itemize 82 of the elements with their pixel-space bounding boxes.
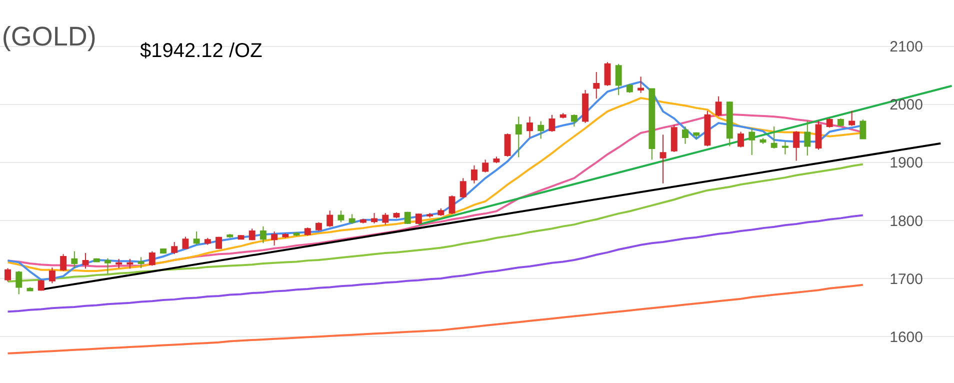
candlestick xyxy=(38,279,44,292)
candlestick xyxy=(815,120,822,150)
candlestick xyxy=(4,268,11,282)
candlestick xyxy=(793,130,800,162)
candlestick xyxy=(460,178,466,198)
y-tick-label: 2000 xyxy=(890,96,923,114)
candlestick xyxy=(604,62,611,86)
candlestick xyxy=(515,116,522,158)
candlestick xyxy=(748,128,756,156)
candlestick xyxy=(426,212,434,218)
candlestick xyxy=(182,236,189,250)
annotation: $1942.12 /OZ xyxy=(140,40,262,62)
candlestick xyxy=(471,164,478,184)
y-tick-label: 1700 xyxy=(890,270,923,288)
candlestick xyxy=(626,84,633,94)
candlestick xyxy=(493,156,500,164)
y-tick-label: 1800 xyxy=(890,212,923,230)
candlestick xyxy=(160,248,166,254)
candlestick xyxy=(382,212,389,226)
candlestick xyxy=(248,228,256,241)
candlestick xyxy=(148,250,156,266)
candlestick xyxy=(770,126,778,150)
candlestick xyxy=(848,110,856,126)
candlestick xyxy=(404,211,411,224)
line-series xyxy=(6,163,864,282)
candlestick xyxy=(570,114,578,128)
candlestick xyxy=(16,270,22,295)
candlestick xyxy=(826,118,833,128)
candlestick xyxy=(304,226,311,236)
candlestick xyxy=(348,214,356,224)
line-series xyxy=(6,214,864,313)
candlestick xyxy=(704,110,711,147)
candlestick xyxy=(371,212,378,224)
candlestick xyxy=(593,71,600,100)
candlestick xyxy=(726,101,733,147)
y-tick-label: 1900 xyxy=(890,154,923,172)
candlestick xyxy=(193,231,200,246)
candlestick xyxy=(271,231,278,246)
candlestick xyxy=(548,114,556,132)
candlestick xyxy=(738,131,744,148)
candlestick xyxy=(638,76,644,94)
candlestick xyxy=(171,241,178,255)
candlestick xyxy=(316,222,322,232)
y-tick-label: 1600 xyxy=(890,328,923,346)
candlestick xyxy=(804,120,811,156)
candlestick xyxy=(448,195,456,215)
candlestick xyxy=(538,120,544,140)
candlestick xyxy=(360,218,366,224)
candlestick xyxy=(782,141,788,155)
candlestick xyxy=(526,116,533,138)
candlestick xyxy=(504,132,511,158)
candlestick xyxy=(204,237,211,246)
candlestick xyxy=(560,112,566,119)
candlestick xyxy=(48,267,56,284)
candlestick xyxy=(648,88,656,160)
text: (GOLD) xyxy=(2,22,96,52)
candlestick xyxy=(104,258,111,274)
candlestick xyxy=(116,258,122,269)
candlestick xyxy=(338,210,344,223)
candlestick xyxy=(71,250,78,269)
candlestick xyxy=(482,159,489,173)
candlestick xyxy=(60,254,67,272)
candlestick xyxy=(838,118,844,128)
candlestick xyxy=(82,252,89,270)
candlestick xyxy=(860,119,866,140)
candlestick xyxy=(582,89,588,124)
candlestick xyxy=(660,134,666,184)
candlestick xyxy=(326,210,334,228)
candlestick xyxy=(615,63,622,96)
candlestick xyxy=(682,126,688,144)
candlestick xyxy=(216,236,222,250)
candlestick xyxy=(226,233,234,238)
candlestick xyxy=(260,226,266,244)
candlestick xyxy=(282,232,289,238)
candlestick xyxy=(670,124,678,153)
line-series xyxy=(6,284,864,354)
candlestick xyxy=(438,208,444,216)
candlestick xyxy=(415,213,422,224)
y-tick-label: 2100 xyxy=(890,38,923,56)
candlestick xyxy=(715,96,722,117)
candlestick xyxy=(126,258,134,270)
candlestick xyxy=(138,256,144,269)
